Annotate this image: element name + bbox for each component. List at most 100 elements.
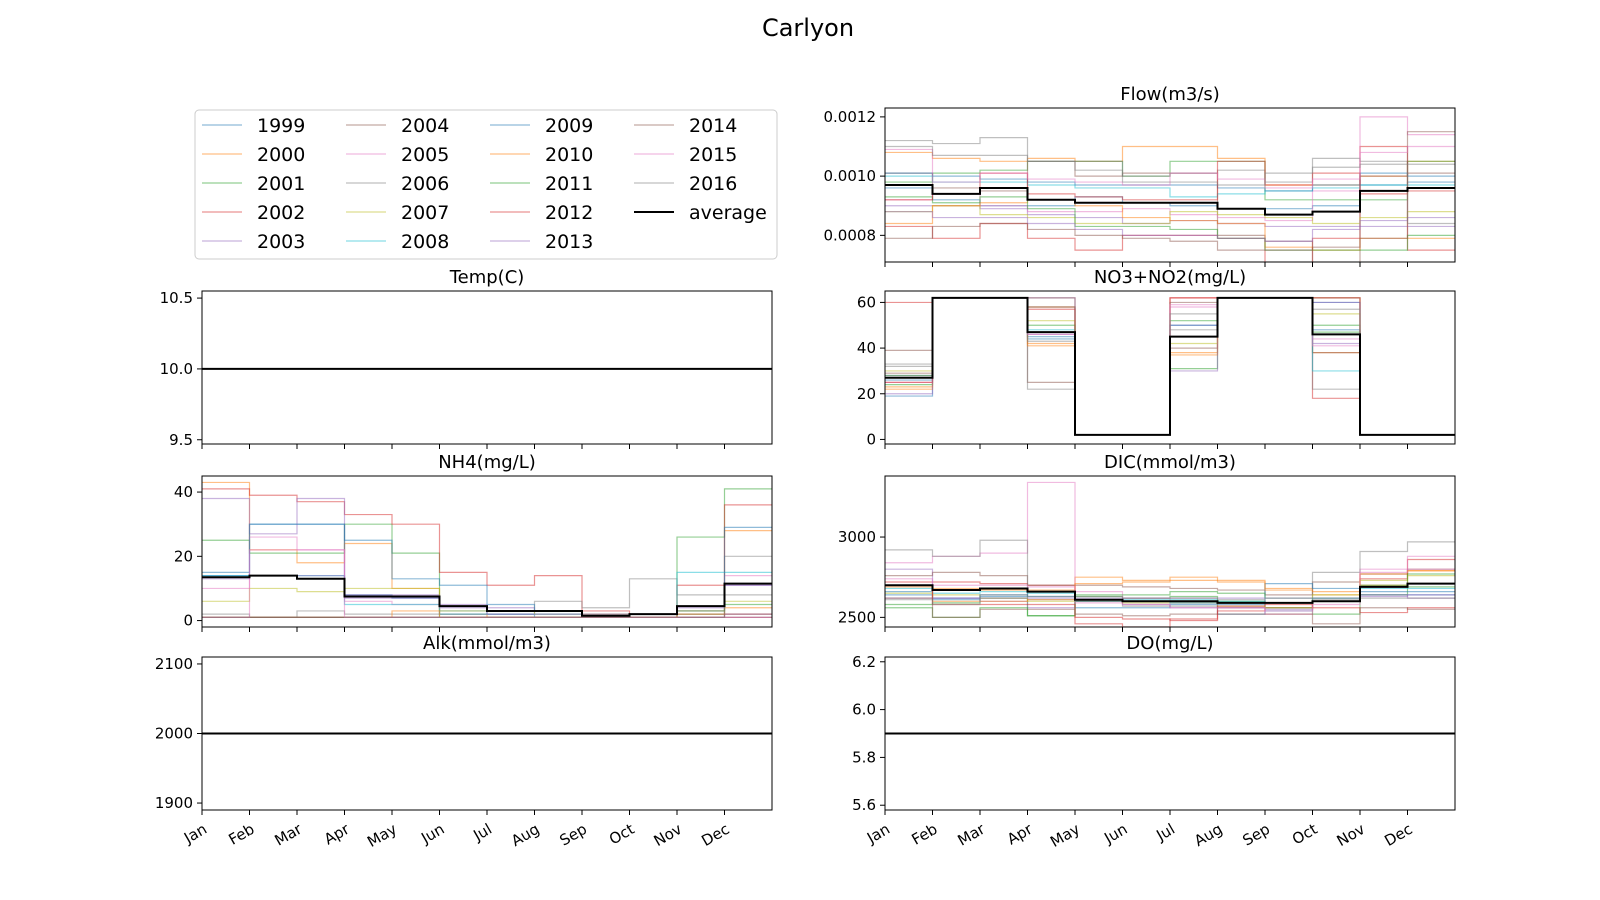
x-tick-label: Jul [469,820,495,845]
x-tick-label: Jun [417,820,447,848]
legend-item: 2009 [490,115,593,137]
legend-label: 2015 [689,144,737,166]
series-average-line [885,184,1455,216]
series-line-2014 [885,597,1455,625]
x-tick-label: Mar [271,819,305,849]
legend-item: 2016 [634,173,737,195]
y-tick-label: 5.8 [852,748,876,766]
y-tick-label: 40 [174,483,193,501]
series-line-2006 [885,539,1455,609]
x-tick-label: Dec [698,820,732,850]
legend-label: average [689,202,767,224]
legend-item: 2004 [346,115,449,137]
y-tick-label: 2100 [155,655,193,673]
x-tick-label: Nov [1334,820,1368,850]
legend-label: 2007 [401,202,449,224]
series-line-2015 [885,145,1455,189]
y-tick-label: 9.5 [169,431,193,449]
series-average-line [885,296,1455,436]
x-tick-label: May [364,820,400,851]
y-tick-label: 10.0 [160,360,193,378]
x-tick-label: Sep [557,820,590,850]
panel-title: DO(mg/L) [1126,633,1213,654]
legend-item: 2014 [634,115,737,137]
legend-item: 2002 [202,202,305,224]
legend-label: 2016 [689,173,737,195]
x-tick-label: Jan [180,820,210,848]
y-tick-label: 0 [866,430,876,448]
series-group [885,481,1455,627]
x-tick-label: Feb [908,820,940,849]
x-tick-label: Aug [508,820,542,850]
legend-label: 2012 [545,202,593,224]
legend-item: 2011 [490,173,593,195]
x-tick-label: May [1047,820,1083,851]
panel-title: Temp(C) [449,267,525,288]
chart-panel: 2500 3000 DIC(mmol/m3) [838,452,1456,632]
y-tick-label: 5.6 [852,796,876,814]
legend-item: average [634,202,767,224]
series-group [202,481,772,618]
x-tick-label: Jan [863,820,893,848]
chart-panel: 0 20 40 60 NO3+NO2(mg/L) [857,267,1456,449]
x-tick-label: Sep [1240,820,1273,850]
series-line-2016 [202,594,772,618]
y-tick-label: 10.5 [160,289,193,307]
y-tick-label: 20 [857,385,876,403]
y-tick-label: 0.0010 [824,167,877,185]
figure-title: Carlyon [762,14,854,42]
legend-label: 2002 [257,202,305,224]
y-tick-label: 60 [857,293,876,311]
chart-panel: 1900 2000 2100 Jan Feb Mar Apr May Jun Jul Aug Sep O… [155,633,773,851]
legend-item: 2006 [346,173,449,195]
legend-item: 2000 [202,144,305,166]
legend-label: 2005 [401,144,449,166]
x-tick-label: Dec [1381,820,1415,850]
legend-box [194,109,778,260]
y-tick-label: 6.0 [852,701,876,719]
legend-label: 2008 [401,231,449,253]
panel-title: NH4(mg/L) [438,452,536,473]
series-line-2011 [885,196,1455,251]
x-tick-label: Oct [606,820,638,849]
panel-title: DIC(mmol/m3) [1104,452,1236,473]
x-tick-label: Oct [1289,820,1321,849]
x-tick-label: Mar [954,819,988,849]
y-tick-label: 6.2 [852,653,876,671]
y-tick-label: 2500 [838,608,876,626]
legend-label: 2010 [545,144,593,166]
legend-label: 2009 [545,115,593,137]
x-tick-label: Apr [321,819,353,848]
series-line-2009 [202,523,772,618]
series-average-line [202,574,772,617]
panel-title: NO3+NO2(mg/L) [1094,267,1246,288]
x-tick-label: Aug [1191,820,1225,850]
y-tick-label: 0.0008 [824,226,877,244]
legend-label: 1999 [257,115,305,137]
y-tick-label: 0.0012 [824,108,877,126]
legend-item: 2007 [346,202,449,224]
y-tick-label: 0 [183,612,193,630]
series-group [885,296,1455,436]
chart-panel: 5.6 5.8 6.0 6.2 Jan Feb Mar Apr May Jun Jul Aug Sep O… [852,633,1456,851]
legend-item: 2015 [634,144,737,166]
axes-frame [201,290,773,445]
legend-item: 2012 [490,202,593,224]
legend-label: 2014 [689,115,737,137]
legend-item: 2001 [202,173,305,195]
legend-label: 2013 [545,231,593,253]
series-line-2016 [885,594,1455,606]
x-tick-label: Nov [651,820,685,850]
y-tick-label: 2000 [155,725,193,743]
legend-label: 2006 [401,173,449,195]
legend-label: 2003 [257,231,305,253]
legend-item: 1999 [202,115,305,137]
x-tick-label: Jun [1100,820,1130,848]
chart-panel: 0.0008 0.0010 0.0012 Flow(m3/s) [824,84,1456,267]
series-line-2013 [885,211,1455,242]
y-tick-label: 20 [174,547,193,565]
legend-item: 2010 [490,144,593,166]
series-average-line [885,582,1455,604]
legend-item: 2005 [346,144,449,166]
